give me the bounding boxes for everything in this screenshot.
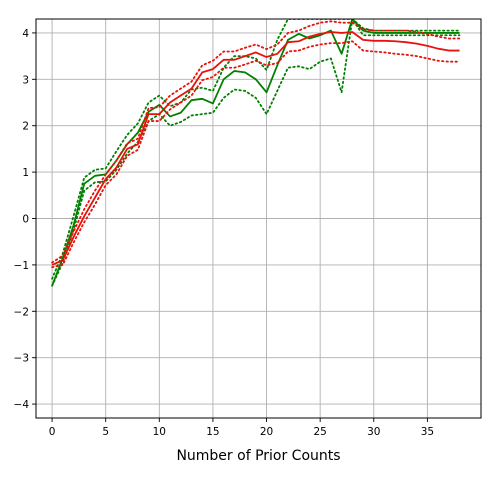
- x-tick-label: 0: [49, 426, 56, 438]
- y-tick-label: 0: [22, 214, 29, 226]
- series-lines: [51, 19, 461, 287]
- series-line-4-dotted: [51, 20, 461, 264]
- x-tick-label: 10: [153, 426, 166, 438]
- series-line-0-solid: [51, 19, 460, 287]
- x-tick-label: 5: [102, 426, 109, 438]
- grid-lines: [36, 19, 481, 418]
- y-tick-label: 1: [22, 167, 29, 179]
- y-axis-ticks: −4 −3 −2 −1 0 1 2 3 4: [14, 28, 36, 411]
- y-tick-label: 3: [22, 74, 29, 86]
- y-tick-label: 4: [22, 28, 29, 40]
- y-tick-label: −1: [14, 260, 29, 272]
- series-line-1-dotted: [51, 19, 461, 280]
- x-tick-label: 30: [367, 426, 380, 438]
- x-axis-label: Number of Prior Counts: [176, 448, 340, 464]
- series-line-5-dotted: [51, 40, 461, 269]
- series-line-2-dotted: [51, 19, 461, 287]
- x-tick-label: 25: [313, 426, 326, 438]
- x-axis-ticks: 0 5 10 15 20 25 30 35: [49, 418, 434, 438]
- x-tick-label: 35: [421, 426, 434, 438]
- y-tick-label: −2: [14, 306, 29, 318]
- x-tick-label: 20: [260, 426, 273, 438]
- y-tick-label: −3: [14, 353, 29, 365]
- y-tick-label: 2: [22, 121, 29, 133]
- series-line-3-solid: [51, 31, 460, 266]
- y-tick-label: −4: [14, 399, 30, 411]
- x-tick-label: 15: [206, 426, 219, 438]
